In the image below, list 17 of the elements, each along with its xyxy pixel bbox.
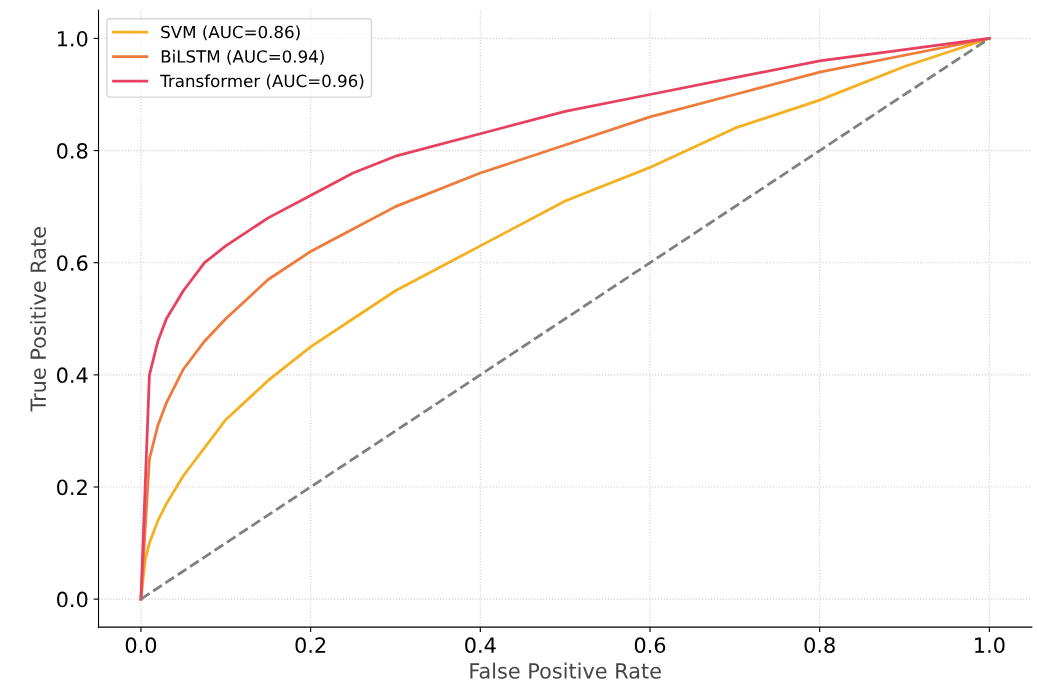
legend-label: Transformer (AUC=0.96) <box>160 74 364 90</box>
y-tick-label: 0.2 <box>57 479 87 496</box>
x-tick-label: 0.0 <box>125 637 157 654</box>
legend-label: BiLSTM (AUC=0.94) <box>161 49 324 65</box>
y-tick-label: 0.0 <box>57 591 88 608</box>
y-axis-title: True Positive Rate <box>29 227 47 412</box>
x-tick-label: 1.0 <box>975 637 1005 654</box>
y-tick-label: 0.6 <box>57 255 88 271</box>
x-axis-title: False Positive Rate <box>470 662 661 679</box>
y-tick-label: 1.0 <box>57 30 88 47</box>
legend-label: SVM (AUC=0.86) <box>161 25 300 41</box>
x-tick-label: 0.2 <box>295 637 326 654</box>
x-tick-label: 0.4 <box>465 637 496 654</box>
y-tick-label: 0.4 <box>57 367 88 384</box>
y-tick-label: 0.8 <box>57 143 88 159</box>
x-tick-label: 0.6 <box>634 637 666 654</box>
x-tick-label: 0.8 <box>804 637 835 654</box>
